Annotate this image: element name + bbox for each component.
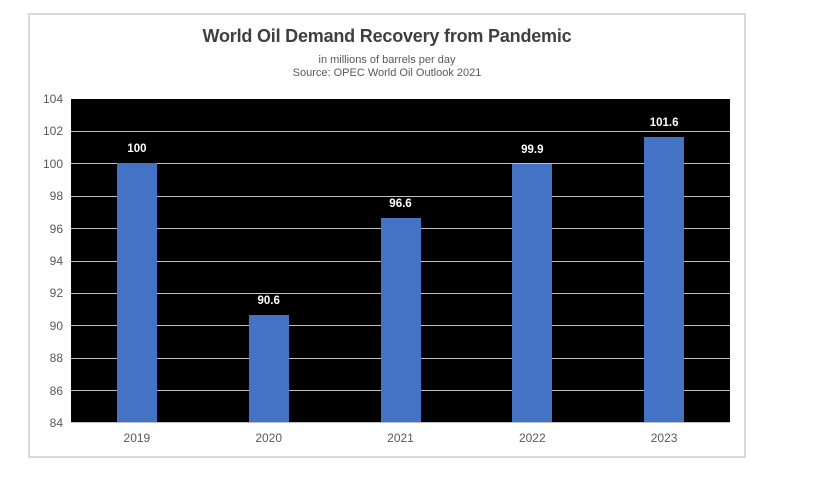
gridline [71, 130, 730, 132]
plot-area: 100 90.6 96.6 99.9 101.6 [71, 99, 730, 423]
x-tick-label: 2021 [387, 431, 414, 445]
gridline [71, 163, 730, 165]
bar-2022 [512, 164, 553, 422]
chart-subtitle: in millions of barrels per day [318, 54, 456, 66]
bar-value-label: 101.6 [649, 116, 679, 129]
x-tick-label: 2022 [518, 431, 546, 445]
y-tick-label: 104 [42, 92, 63, 106]
chart-card: World Oil Demand Recovery from Pandemic … [28, 13, 746, 458]
y-tick-label: 100 [42, 156, 63, 171]
bar-value-label: 100 [127, 142, 147, 155]
y-tick-label: 96 [49, 221, 63, 236]
bar-value-label: 90.6 [257, 295, 280, 308]
x-tick-label: 2020 [255, 431, 283, 445]
y-tick-label: 90 [49, 318, 63, 333]
chart-card-inner: World Oil Demand Recovery from Pandemic … [30, 15, 744, 456]
chart-title: World Oil Demand Recovery from Pandemic [202, 26, 572, 46]
chart-source-note: Source: OPEC World Oil Outlook 2021 [292, 67, 482, 79]
bar-2023 [644, 136, 685, 422]
bar-2020 [248, 315, 289, 422]
bar-2019 [116, 162, 157, 422]
y-tick-label: 102 [42, 124, 63, 139]
y-tick-label: 86 [49, 383, 63, 398]
gridline [71, 195, 730, 197]
y-tick-label: 94 [49, 254, 63, 268]
y-tick-label: 88 [49, 351, 63, 366]
x-tick-label: 2019 [123, 431, 151, 445]
bar-value-label: 99.9 [521, 144, 544, 157]
y-tick-label: 92 [49, 286, 63, 301]
bar-value-label: 96.6 [389, 197, 412, 210]
y-tick-label: 98 [49, 189, 63, 204]
bar-2021 [380, 217, 421, 422]
y-tick-label: 84 [49, 416, 63, 430]
x-tick-label: 2023 [650, 431, 678, 445]
